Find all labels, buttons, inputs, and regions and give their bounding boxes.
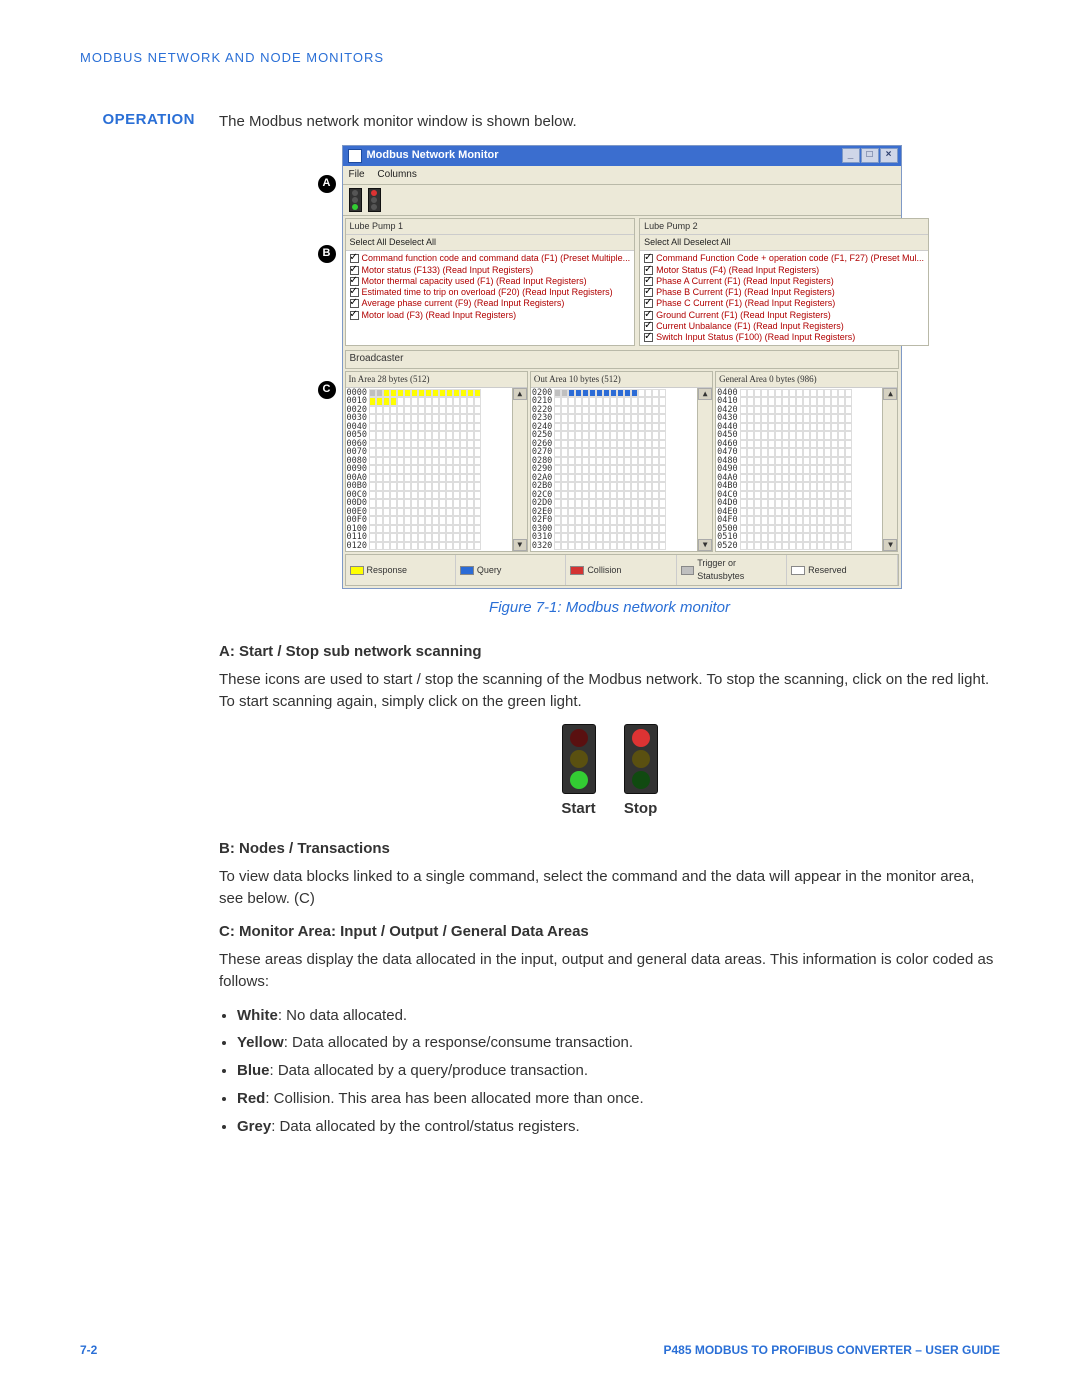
transaction-item[interactable]: Switch Input Status (F100) (Read Input R… xyxy=(644,332,924,343)
color-code-item: Yellow: Data allocated by a response/con… xyxy=(237,1032,1000,1054)
page-header: MODBUS NETWORK AND NODE MONITORS xyxy=(80,50,1000,65)
operation-intro: The Modbus network monitor window is sho… xyxy=(219,111,1000,133)
menu-columns[interactable]: Columns xyxy=(377,169,416,180)
section-c-text: These areas display the data allocated i… xyxy=(219,949,1000,993)
monitor-window: Modbus Network Monitor _ □ × File Column… xyxy=(342,145,902,590)
start-label: Start xyxy=(561,798,595,820)
broadcast-bar: Broadcaster xyxy=(345,350,899,369)
scrollbar[interactable]: ▲▼ xyxy=(882,388,897,552)
section-a-text: These icons are used to start / stop the… xyxy=(219,669,1000,713)
in-area-label: In Area 28 bytes (512) xyxy=(346,372,527,388)
transaction-item[interactable]: Average phase current (F9) (Read Input R… xyxy=(350,298,631,309)
legend-item: Response xyxy=(346,555,456,585)
callout-c: C xyxy=(318,381,336,399)
legend-item: Reserved xyxy=(787,555,897,585)
section-b-heading: B: Nodes / Transactions xyxy=(219,838,1000,860)
pane-right-sub[interactable]: Select All Deselect All xyxy=(640,235,928,251)
toolbar xyxy=(343,185,901,216)
checkbox[interactable] xyxy=(350,311,359,320)
callout-b: B xyxy=(318,245,336,263)
checkbox[interactable] xyxy=(644,254,653,263)
pane-left-title: Lube Pump 1 xyxy=(350,220,404,233)
pane-left: Lube Pump 1 Select All Deselect All Comm… xyxy=(345,218,636,346)
close-button[interactable]: × xyxy=(880,148,898,163)
legend-item: Trigger or Statusbytes xyxy=(677,555,787,585)
menu-file[interactable]: File xyxy=(349,169,365,180)
checkbox[interactable] xyxy=(644,266,653,275)
transaction-item[interactable]: Estimated time to trip on overload (F20)… xyxy=(350,287,631,298)
window-title: Modbus Network Monitor xyxy=(367,148,499,164)
transaction-item[interactable]: Motor load (F3) (Read Input Registers) xyxy=(350,310,631,321)
maximize-button[interactable]: □ xyxy=(861,148,879,163)
footer-page: 7-2 xyxy=(80,1343,97,1357)
legend-item: Collision xyxy=(566,555,676,585)
gen-area-label: General Area 0 bytes (986) xyxy=(716,372,897,388)
stop-label: Stop xyxy=(624,798,657,820)
color-code-item: Grey: Data allocated by the control/stat… xyxy=(237,1116,1000,1138)
transaction-item[interactable]: Ground Current (F1) (Read Input Register… xyxy=(644,310,924,321)
section-c-heading: C: Monitor Area: Input / Output / Genera… xyxy=(219,921,1000,943)
in-area: In Area 28 bytes (512) 00000010002000300… xyxy=(345,371,528,553)
checkbox[interactable] xyxy=(350,299,359,308)
minimize-button[interactable]: _ xyxy=(842,148,860,163)
transaction-item[interactable]: Motor thermal capacity used (F1) (Read I… xyxy=(350,276,631,287)
transaction-item[interactable]: Command function code and command data (… xyxy=(350,253,631,264)
checkbox[interactable] xyxy=(644,322,653,331)
big-stop-icon xyxy=(624,724,658,794)
section-b-text: To view data blocks linked to a single c… xyxy=(219,866,1000,910)
scrollbar[interactable]: ▲▼ xyxy=(512,388,527,552)
section-a-heading: A: Start / Stop sub network scanning xyxy=(219,641,1000,663)
pane-right-title: Lube Pump 2 xyxy=(644,220,698,233)
color-code-list: White: No data allocated. Yellow: Data al… xyxy=(237,1005,1000,1138)
checkbox[interactable] xyxy=(644,288,653,297)
menubar: File Columns xyxy=(343,166,901,186)
figure-caption: Figure 7-1: Modbus network monitor xyxy=(489,597,730,619)
footer-title: P485 MODBUS TO PROFIBUS CONVERTER – USER… xyxy=(663,1343,1000,1357)
stop-icon[interactable] xyxy=(368,188,381,212)
transaction-item[interactable]: Phase B Current (F1) (Read Input Registe… xyxy=(644,287,924,298)
checkbox[interactable] xyxy=(350,288,359,297)
checkbox[interactable] xyxy=(644,311,653,320)
checkbox[interactable] xyxy=(350,277,359,286)
color-code-item: Blue: Data allocated by a query/produce … xyxy=(237,1060,1000,1082)
big-start-icon xyxy=(562,724,596,794)
pane-left-sub[interactable]: Select All Deselect All xyxy=(346,235,635,251)
callout-a: A xyxy=(318,175,336,193)
titlebar: Modbus Network Monitor _ □ × xyxy=(343,146,901,166)
out-area-label: Out Area 10 bytes (512) xyxy=(531,372,712,388)
color-code-item: White: No data allocated. xyxy=(237,1005,1000,1027)
checkbox[interactable] xyxy=(644,333,653,342)
legend-item: Query xyxy=(456,555,566,585)
transaction-item[interactable]: Phase C Current (F1) (Read Input Registe… xyxy=(644,298,924,309)
start-icon[interactable] xyxy=(349,188,362,212)
pane-right: Lube Pump 2 Select All Deselect All Comm… xyxy=(639,218,929,346)
color-code-item: Red: Collision. This area has been alloc… xyxy=(237,1088,1000,1110)
app-icon xyxy=(348,149,362,163)
scrollbar[interactable]: ▲▼ xyxy=(697,388,712,552)
transaction-item[interactable]: Motor status (F133) (Read Input Register… xyxy=(350,265,631,276)
transaction-item[interactable]: Current Unbalance (F1) (Read Input Regis… xyxy=(644,321,924,332)
operation-label: OPERATION xyxy=(80,111,195,128)
checkbox[interactable] xyxy=(350,266,359,275)
checkbox[interactable] xyxy=(350,254,359,263)
out-area: Out Area 10 bytes (512) 0200021002200230… xyxy=(530,371,713,553)
transaction-item[interactable]: Phase A Current (F1) (Read Input Registe… xyxy=(644,276,924,287)
gen-area: General Area 0 bytes (986) 0400041004200… xyxy=(715,371,898,553)
transaction-item[interactable]: Command Function Code + operation code (… xyxy=(644,253,924,264)
legend: ResponseQueryCollisionTrigger or Statusb… xyxy=(345,554,899,586)
transaction-item[interactable]: Motor Status (F4) (Read Input Registers) xyxy=(644,265,924,276)
checkbox[interactable] xyxy=(644,299,653,308)
checkbox[interactable] xyxy=(644,277,653,286)
